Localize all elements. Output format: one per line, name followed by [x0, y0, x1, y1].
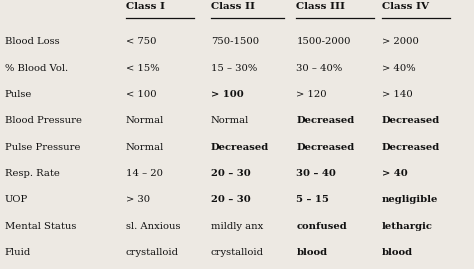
Text: > 30: > 30: [126, 195, 150, 204]
Text: blood: blood: [382, 248, 413, 257]
Text: confused: confused: [296, 222, 347, 231]
Text: 30 – 40: 30 – 40: [296, 169, 336, 178]
Text: negligible: negligible: [382, 195, 438, 204]
Text: > 120: > 120: [296, 90, 327, 99]
Text: Decreased: Decreased: [296, 143, 355, 152]
Text: 750-1500: 750-1500: [211, 37, 259, 46]
Text: 20 – 30: 20 – 30: [211, 195, 251, 204]
Text: 1500-2000: 1500-2000: [296, 37, 351, 46]
Text: Decreased: Decreased: [296, 116, 355, 125]
Text: > 40%: > 40%: [382, 63, 415, 73]
Text: Normal: Normal: [126, 143, 164, 152]
Text: Class IV: Class IV: [382, 2, 428, 11]
Text: Class II: Class II: [211, 2, 255, 11]
Text: 15 – 30%: 15 – 30%: [211, 63, 257, 73]
Text: Class III: Class III: [296, 2, 345, 11]
Text: lethargic: lethargic: [382, 222, 432, 231]
Text: UOP: UOP: [5, 195, 28, 204]
Text: Pulse: Pulse: [5, 90, 32, 99]
Text: Normal: Normal: [126, 116, 164, 125]
Text: Pulse Pressure: Pulse Pressure: [5, 143, 80, 152]
Text: > 140: > 140: [382, 90, 412, 99]
Text: > 100: > 100: [211, 90, 244, 99]
Text: < 750: < 750: [126, 37, 156, 46]
Text: 30 – 40%: 30 – 40%: [296, 63, 343, 73]
Text: < 15%: < 15%: [126, 63, 159, 73]
Text: Class I: Class I: [126, 2, 164, 11]
Text: % Blood Vol.: % Blood Vol.: [5, 63, 68, 73]
Text: Blood Loss: Blood Loss: [5, 37, 59, 46]
Text: crystalloid: crystalloid: [211, 248, 264, 257]
Text: blood: blood: [296, 248, 328, 257]
Text: Decreased: Decreased: [382, 116, 440, 125]
Text: Resp. Rate: Resp. Rate: [5, 169, 60, 178]
Text: Blood Pressure: Blood Pressure: [5, 116, 82, 125]
Text: sl. Anxious: sl. Anxious: [126, 222, 180, 231]
Text: Decreased: Decreased: [211, 143, 269, 152]
Text: Mental Status: Mental Status: [5, 222, 76, 231]
Text: mildly anx: mildly anx: [211, 222, 263, 231]
Text: Fluid: Fluid: [5, 248, 31, 257]
Text: > 40: > 40: [382, 169, 407, 178]
Text: crystalloid: crystalloid: [126, 248, 179, 257]
Text: 5 – 15: 5 – 15: [296, 195, 329, 204]
Text: < 100: < 100: [126, 90, 156, 99]
Text: 14 – 20: 14 – 20: [126, 169, 163, 178]
Text: > 2000: > 2000: [382, 37, 419, 46]
Text: Decreased: Decreased: [382, 143, 440, 152]
Text: 20 – 30: 20 – 30: [211, 169, 251, 178]
Text: Normal: Normal: [211, 116, 249, 125]
